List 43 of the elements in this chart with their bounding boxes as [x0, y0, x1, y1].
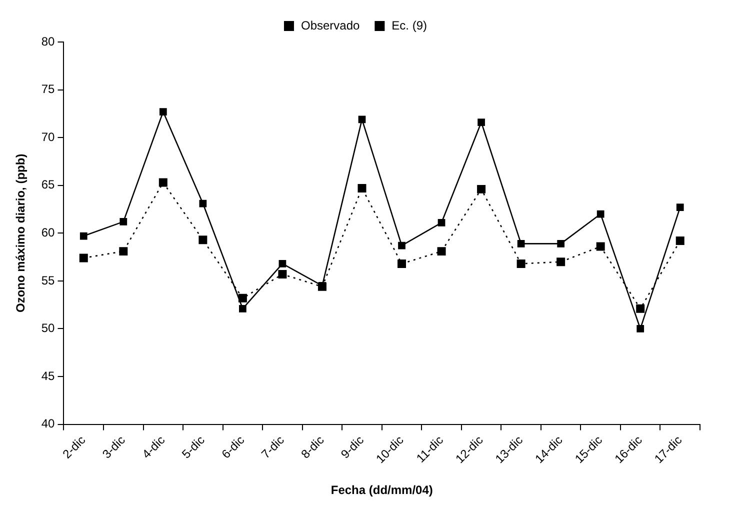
point — [159, 108, 167, 116]
point — [477, 184, 486, 194]
point — [278, 270, 287, 278]
point — [676, 236, 684, 246]
point — [358, 116, 366, 124]
point — [516, 259, 526, 268]
point — [676, 204, 684, 212]
y-tick-label: 55 — [41, 273, 56, 288]
point — [557, 240, 564, 248]
legend-label: Ec. (9) — [392, 18, 428, 32]
point — [636, 304, 645, 313]
point — [596, 210, 604, 218]
point — [80, 232, 88, 240]
y-tick-label: 80 — [41, 34, 56, 48]
y-tick-label: 70 — [41, 130, 56, 144]
point — [358, 184, 366, 192]
y-tick-label: 50 — [41, 321, 56, 336]
point — [556, 258, 566, 266]
point — [398, 242, 406, 250]
point — [120, 218, 128, 226]
point — [437, 247, 446, 256]
point — [398, 259, 406, 268]
y-tick-label: 45 — [41, 368, 56, 383]
y-tick-label: 75 — [41, 82, 56, 96]
y-axis-title: Ozono máximo diario, (ppb) — [14, 154, 28, 312]
y-tick-label: 40 — [41, 416, 56, 431]
point — [478, 118, 485, 126]
point — [239, 304, 246, 312]
point — [79, 254, 88, 262]
point — [517, 240, 525, 248]
point — [278, 260, 286, 268]
point — [438, 218, 446, 226]
point — [238, 294, 247, 302]
point — [119, 247, 128, 256]
y-tick-label: 60 — [41, 225, 56, 240]
legend-label: Observado — [300, 18, 360, 32]
point — [199, 200, 207, 208]
x-axis-title: Fecha (dd/mm/04) — [330, 483, 433, 498]
point — [158, 178, 168, 187]
y-tick-label: 65 — [41, 178, 56, 192]
point — [636, 325, 644, 332]
point — [596, 242, 605, 251]
point — [198, 236, 208, 244]
